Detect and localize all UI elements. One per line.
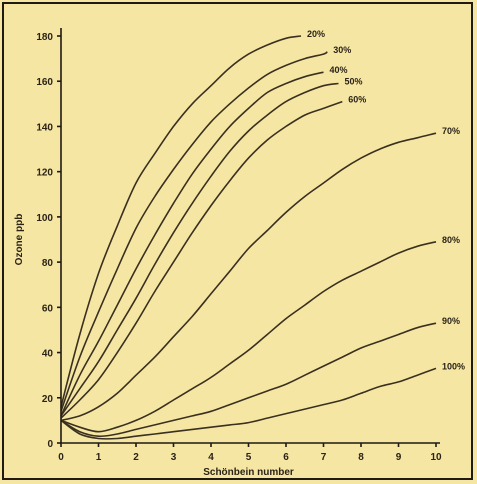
x-tick-label: 3 <box>171 452 177 463</box>
x-tick-label: 10 <box>430 452 442 463</box>
series-curve-90pct <box>60 322 437 438</box>
series-label: 90% <box>442 316 460 326</box>
series-label: 80% <box>442 235 460 245</box>
chart-frame <box>2 2 473 480</box>
x-tick-label: 4 <box>208 452 214 463</box>
x-tick-label: 7 <box>321 452 327 463</box>
y-tick-label: 0 <box>47 439 53 450</box>
series-label: 20% <box>307 29 325 39</box>
series-label: 60% <box>348 95 366 105</box>
x-axis-title: Schönbein number <box>203 467 294 478</box>
y-tick-label: 140 <box>36 122 53 133</box>
curve-labels-layer: 20% 30% 40%50% 60% 70% 80% 90% 100% <box>307 29 465 371</box>
x-tick-label: 1 <box>96 452 102 463</box>
y-tick-label: 20 <box>42 394 54 405</box>
series-curve-70pct <box>60 132 437 422</box>
series-curve-20pct <box>60 35 302 408</box>
y-tick-label: 80 <box>42 258 54 269</box>
x-tick-label: 0 <box>58 452 64 463</box>
y-tick-label: 40 <box>42 349 54 360</box>
series-curve-80pct <box>60 241 437 433</box>
axes-layer <box>60 28 440 444</box>
series-label: 100% <box>442 361 465 371</box>
y-tick-label: 180 <box>36 32 53 43</box>
series-curve-50pct <box>60 82 339 417</box>
series-label: 50% <box>345 76 363 86</box>
y-tick-label: 100 <box>36 213 53 224</box>
x-tick-label: 6 <box>283 452 289 463</box>
series-curve-60pct <box>60 100 343 419</box>
series-label: 40% <box>330 65 348 75</box>
series-label: 70% <box>442 126 460 136</box>
x-tick-label: 9 <box>396 452 402 463</box>
series-curve-40pct <box>60 71 324 417</box>
y-axis-title: Ozone ppb <box>14 214 25 266</box>
y-tick-label: 160 <box>36 77 53 88</box>
series-curve-30pct <box>60 51 328 412</box>
x-tick-label: 5 <box>246 452 252 463</box>
x-tick-label: 2 <box>133 452 139 463</box>
y-tick-label: 60 <box>42 303 54 314</box>
series-curve-100pct <box>60 367 437 440</box>
x-tick-label: 8 <box>358 452 364 463</box>
series-label: 30% <box>333 45 351 55</box>
y-tick-label: 120 <box>36 168 53 179</box>
curves-layer <box>60 35 437 440</box>
